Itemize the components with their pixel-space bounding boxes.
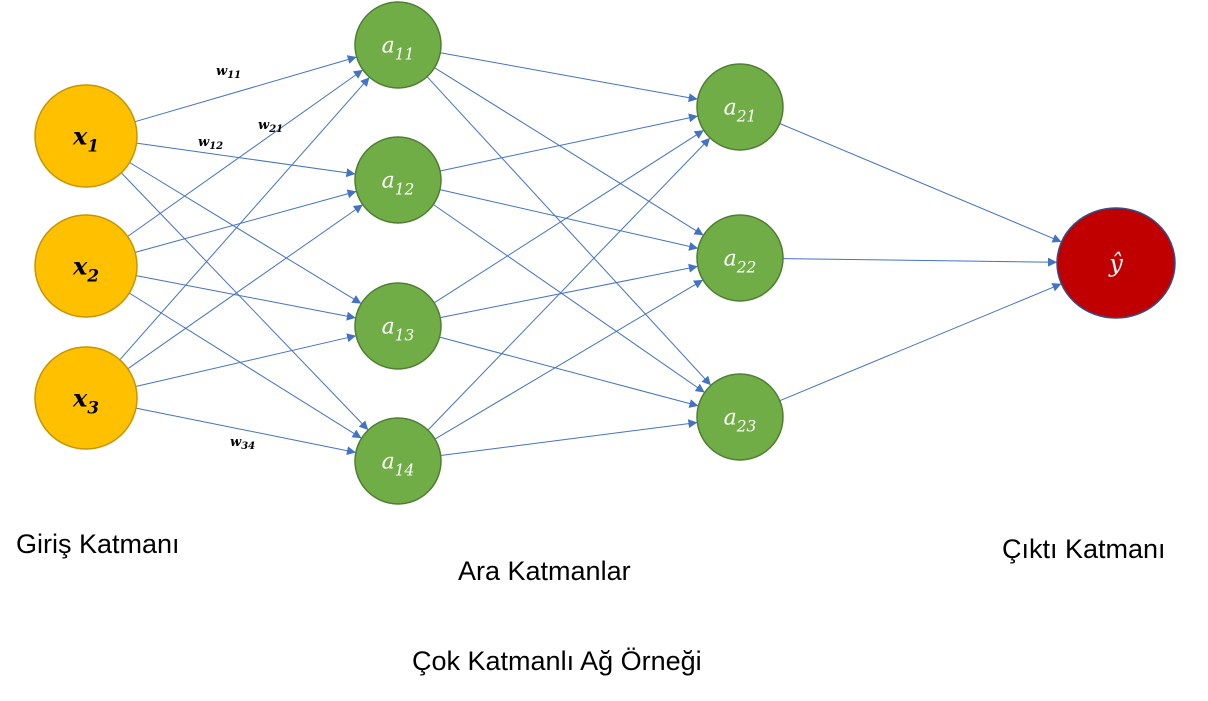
edge-input-2-to-hidden1-4: [128, 292, 362, 439]
edge-hidden1-1-to-hidden2-2: [434, 67, 704, 236]
weight-label-w12: w12: [198, 135, 223, 152]
hidden1-node-3: a13: [354, 282, 442, 370]
edge-hidden1-4-to-hidden2-2: [434, 279, 704, 440]
hidden2-node-circle: [696, 63, 784, 151]
hidden1-node-circle: [354, 417, 442, 505]
edge-hidden2-3-to-output-1: [779, 283, 1062, 402]
hidden2-node-label: a22: [724, 247, 757, 277]
output-node-label: ŷ: [1108, 249, 1123, 277]
edge-hidden2-2-to-output-1: [782, 257, 1058, 267]
hidden2-node-label: a21: [724, 96, 757, 126]
edge-hidden1-2-to-hidden2-1: [439, 113, 699, 172]
weight-labels: w11 w21 w12 w34: [198, 64, 283, 452]
hidden-layers-caption: Ara Katmanlar: [458, 556, 631, 586]
neurons: x1 x2 x3 a11 a12 a13 a14 a21 a22 a23 ŷ: [34, 1, 1176, 505]
weight-label-w11: w11: [216, 64, 241, 81]
input-node-circle: [34, 84, 138, 188]
input-layer-caption: Giriş Katmanı: [16, 529, 180, 559]
edge-hidden1-1-to-hidden2-1: [440, 52, 698, 103]
hidden2-node-circle: [696, 373, 784, 461]
edge-hidden2-1-to-output-1: [779, 123, 1062, 243]
hidden1-node-circle: [354, 282, 442, 370]
hidden1-node-4: a14: [354, 417, 442, 505]
edge-hidden1-4-to-hidden2-3: [440, 419, 698, 456]
hidden1-node-label: a13: [382, 315, 415, 345]
input-node-circle: [34, 214, 138, 318]
input-node-2: x2: [34, 214, 138, 318]
hidden2-node-2: a22: [696, 214, 784, 302]
input-node-label: x3: [72, 383, 99, 417]
input-node-1: x1: [34, 84, 138, 188]
input-node-label: x2: [72, 251, 99, 285]
edge-input-1-to-hidden1-4: [120, 172, 369, 431]
edge-input-3-to-hidden1-3: [135, 333, 357, 387]
edge-input-3-to-hidden1-4: [135, 407, 356, 456]
hidden1-node-label: a12: [382, 169, 415, 199]
hidden1-node-2: a12: [354, 136, 442, 224]
diagram-title: Çok Katmanlı Ağ Örneği: [412, 646, 702, 676]
output-node-1: ŷ: [1056, 207, 1176, 319]
hidden1-node-circle: [354, 136, 442, 224]
edge-hidden1-4-to-hidden2-1: [427, 137, 711, 431]
edge-input-2-to-hidden1-2: [135, 189, 357, 253]
edge-hidden1-2-to-hidden2-2: [439, 189, 699, 251]
input-node-circle: [34, 346, 138, 450]
hidden1-node-1: a11: [354, 1, 442, 89]
hidden1-node-label: a14: [382, 450, 415, 480]
edge-input-1-to-hidden1-2: [136, 142, 356, 178]
edge-input-3-to-hidden1-1: [119, 76, 370, 361]
edge-hidden1-2-to-hidden2-3: [433, 204, 705, 393]
input-node-3: x3: [34, 346, 138, 450]
edge-input-3-to-hidden1-2: [127, 204, 364, 370]
weight-label-w21: w21: [258, 118, 283, 135]
edge-input-2-to-hidden1-3: [136, 275, 356, 321]
edge-input-1-to-hidden1-3: [129, 162, 362, 305]
hidden2-node-label: a23: [724, 406, 757, 436]
input-node-label: x1: [72, 121, 99, 155]
edge-input-2-to-hidden1-1: [127, 69, 364, 237]
hidden2-node-3: a23: [696, 373, 784, 461]
output-layer-caption: Çıktı Katmanı: [1002, 534, 1166, 564]
edge-hidden1-1-to-hidden2-3: [426, 76, 712, 386]
edge-hidden1-3-to-hidden2-1: [433, 129, 705, 304]
edge-hidden1-3-to-hidden2-2: [440, 263, 698, 319]
edge-input-1-to-hidden1-1: [134, 55, 357, 123]
hidden1-node-circle: [354, 1, 442, 89]
hidden2-node-circle: [696, 214, 784, 302]
hidden2-node-1: a21: [696, 63, 784, 151]
hidden1-node-label: a11: [382, 34, 415, 64]
output-node-circle: [1056, 207, 1176, 319]
weight-label-w34: w34: [230, 435, 255, 452]
edge-hidden1-3-to-hidden2-3: [439, 336, 699, 408]
connections: [119, 52, 1062, 456]
